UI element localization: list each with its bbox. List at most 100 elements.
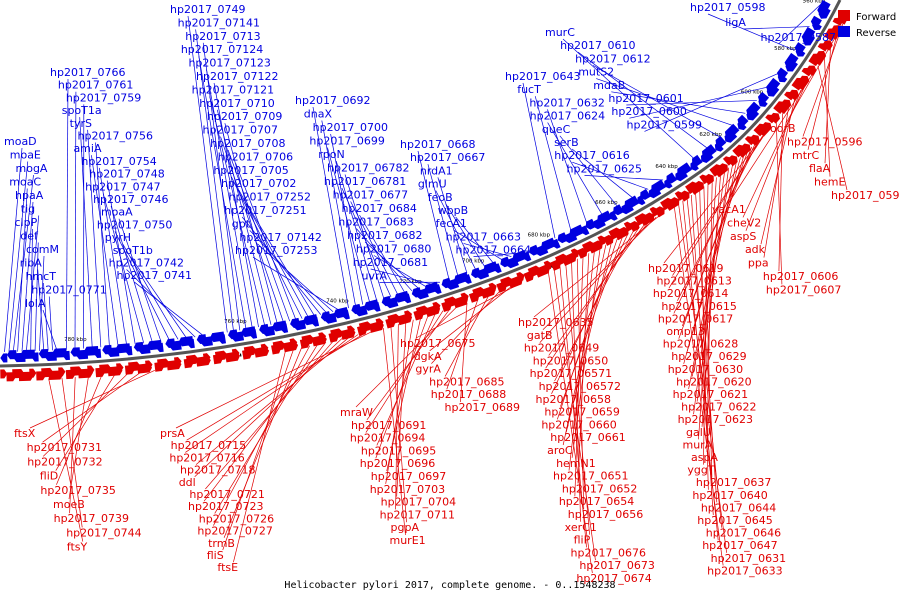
forward-leader-line bbox=[385, 319, 414, 484]
forward-leader-line bbox=[383, 328, 406, 536]
reverse-gene-arrow bbox=[125, 346, 133, 356]
legend-forward-label: Forward bbox=[856, 12, 896, 23]
reverse-gene-arrow bbox=[403, 293, 412, 304]
gene-label-hp2017-07141: hp2017_07141 bbox=[178, 16, 260, 29]
forward-gene-arrow bbox=[713, 163, 728, 178]
forward-gene-arrow bbox=[587, 240, 603, 254]
gene-label-hp2017-0723: hp2017_0723 bbox=[188, 500, 263, 513]
gene-label-wbpb: wbpB bbox=[438, 204, 469, 217]
tick-label-600-kbp: 600 kbp bbox=[741, 90, 764, 96]
gene-label-hp2017-0742: hp2017_0742 bbox=[109, 257, 184, 270]
forward-gene-arrow bbox=[415, 305, 429, 317]
gene-label-hp2017-0622: hp2017_0622 bbox=[681, 401, 756, 414]
gene-label-hp2017-0761: hp2017_0761 bbox=[58, 79, 133, 92]
forward-leader-line bbox=[693, 170, 726, 415]
gene-label-hemn1: hemN1 bbox=[556, 457, 596, 470]
forward-gene-arrow bbox=[404, 310, 413, 321]
gene-label-riba: ribA bbox=[20, 257, 43, 270]
tick-label-760-kbp: 760 kbp bbox=[224, 319, 247, 325]
reverse-leader-line bbox=[335, 160, 378, 301]
gene-label-hp2017-0675: hp2017_0675 bbox=[400, 337, 475, 350]
reverse-leader-line bbox=[118, 218, 162, 342]
reverse-gene-arrow bbox=[249, 329, 258, 339]
gene-label-hp2017-0695: hp2017_0695 bbox=[361, 444, 436, 457]
reverse-gene-arrow bbox=[20, 349, 35, 359]
reverse-gene-arrow bbox=[62, 350, 70, 361]
forward-leader-line bbox=[376, 312, 436, 446]
gene-label-hp2017-0771: hp2017_0771 bbox=[31, 284, 106, 297]
forward-leader-line bbox=[681, 146, 753, 327]
forward-gene-arrow bbox=[757, 122, 772, 137]
forward-gene-arrow bbox=[726, 155, 738, 167]
gene-label-flis: fliS bbox=[207, 549, 224, 562]
gene-label-hp2017-0731: hp2017_0731 bbox=[27, 441, 102, 454]
forward-leader-line bbox=[222, 348, 294, 551]
gene-label-hp2017-0644: hp2017_0644 bbox=[701, 501, 776, 514]
gene-label-hp2017-0595: hp2017_0595 bbox=[831, 189, 900, 202]
gene-label-hp2017-0601: hp2017_0601 bbox=[608, 92, 683, 105]
forward-leader-line bbox=[557, 238, 618, 420]
reverse-leader-line bbox=[359, 214, 406, 294]
reverse-leader-line bbox=[547, 109, 588, 224]
gene-label-mura: murA bbox=[682, 438, 712, 451]
reverse-gene-arrow bbox=[637, 195, 646, 206]
reverse-leader-line bbox=[707, 13, 795, 51]
gene-label-hp2017-0680: hp2017_0680 bbox=[356, 243, 431, 256]
gene-label-hp2017-0667: hp2017_0667 bbox=[410, 151, 485, 164]
gene-label-hp2017-0668: hp2017_0668 bbox=[400, 138, 475, 151]
forward-gene-arrow bbox=[460, 292, 469, 303]
forward-leader-line bbox=[545, 226, 640, 369]
gene-label-hp2017-0735: hp2017_0735 bbox=[40, 484, 115, 497]
reverse-gene-arrow bbox=[702, 144, 717, 159]
forward-leader-line bbox=[446, 298, 479, 390]
reverse-gene-arrow bbox=[810, 15, 822, 27]
tick-label-660-kbp: 660 kbp bbox=[595, 200, 618, 206]
forward-leader-line bbox=[763, 105, 790, 258]
forward-leader-line bbox=[817, 65, 848, 191]
gene-label-hp2017-0732: hp2017_0732 bbox=[27, 455, 102, 468]
gene-label-hp2017-06781: hp2017_06781 bbox=[324, 175, 406, 188]
gene-label-flip: fliP bbox=[574, 534, 591, 547]
gene-label-hp2017-0691: hp2017_0691 bbox=[351, 419, 426, 432]
gene-label-hp2017-0684: hp2017_0684 bbox=[341, 202, 416, 215]
forward-gene-arrow bbox=[664, 197, 680, 211]
forward-leader-line bbox=[678, 203, 728, 553]
reverse-leader-line bbox=[435, 190, 477, 271]
gene-label-hp2017-0702: hp2017_0702 bbox=[221, 177, 296, 190]
forward-gene-arrow bbox=[534, 264, 550, 278]
forward-gene-arrow bbox=[748, 134, 760, 146]
gene-label-hp2017-0756: hp2017_0756 bbox=[78, 130, 153, 143]
forward-gene-arrow bbox=[805, 65, 817, 77]
reverse-leader-line bbox=[584, 175, 664, 181]
forward-gene-arrow bbox=[736, 143, 751, 158]
gene-label-xerc1: xerC1 bbox=[565, 521, 597, 534]
reverse-gene-arrow bbox=[169, 340, 182, 351]
reverse-leader-line bbox=[373, 255, 427, 287]
forward-leader-line bbox=[460, 302, 468, 403]
reverse-gene-arrow bbox=[433, 284, 442, 294]
reverse-leader-line bbox=[39, 255, 45, 351]
reverse-leader-line bbox=[321, 120, 356, 307]
forward-gene-arrow bbox=[145, 360, 153, 370]
gene-label-hp2017-0766: hp2017_0766 bbox=[50, 66, 125, 79]
forward-leader-line bbox=[29, 369, 155, 429]
reverse-leader-line bbox=[559, 135, 619, 208]
reverse-gene-arrow bbox=[280, 323, 289, 333]
forward-gene-arrow bbox=[543, 260, 552, 271]
reverse-gene-track bbox=[0, 0, 831, 363]
forward-gene-arrow bbox=[289, 338, 298, 348]
reverse-gene-arrow bbox=[569, 224, 585, 238]
reverse-leader-lines bbox=[4, 1, 824, 352]
gene-label-hp2017-0656: hp2017_0656 bbox=[568, 508, 643, 521]
gene-label-hp2017-0682: hp2017_0682 bbox=[347, 229, 422, 242]
reverse-gene-arrow bbox=[801, 26, 816, 42]
reverse-leader-line bbox=[224, 123, 278, 324]
reverse-leader-line bbox=[134, 281, 204, 337]
forward-leader-line bbox=[68, 376, 89, 500]
gene-label-chev2: cheV2 bbox=[727, 216, 761, 229]
reverse-gene-arrow bbox=[200, 336, 213, 347]
forward-gene-arrow bbox=[387, 313, 401, 325]
gene-label-moaa: moaA bbox=[101, 206, 133, 219]
gene-label-ftsy: ftsY bbox=[67, 541, 88, 554]
gene-label-gatb: gatB bbox=[527, 329, 553, 342]
